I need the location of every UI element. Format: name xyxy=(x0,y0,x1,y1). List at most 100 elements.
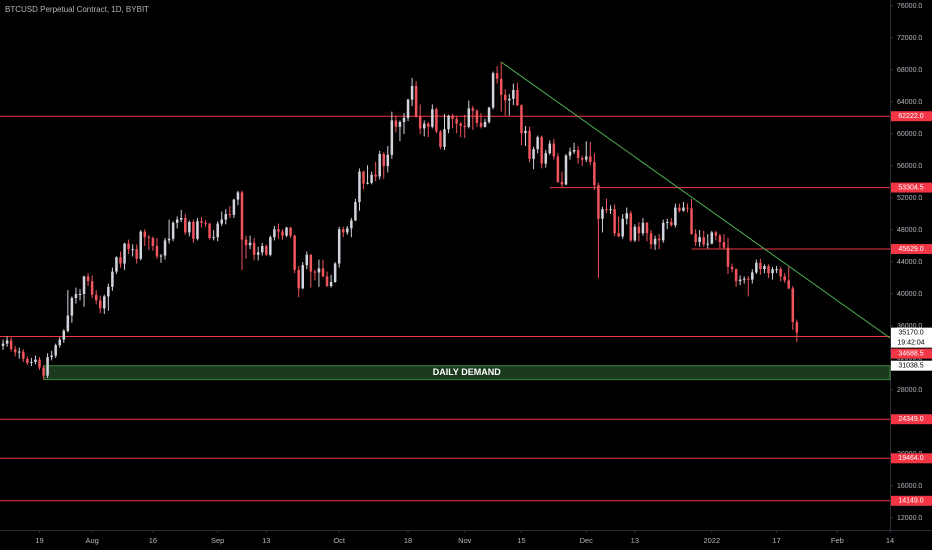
candle-body xyxy=(564,155,568,185)
candle-body xyxy=(111,271,114,287)
countdown-label: 19:42:04 xyxy=(897,339,924,346)
candle-body xyxy=(633,226,637,241)
level-price-label: 14149.0 xyxy=(898,498,923,505)
candle-body xyxy=(605,209,608,211)
x-tick-label: 17 xyxy=(772,536,780,545)
candle-body xyxy=(103,296,106,309)
candle-body xyxy=(609,209,612,211)
candle-body xyxy=(196,221,199,239)
level-price-label: 53304.5 xyxy=(898,184,923,191)
candle-body xyxy=(42,367,45,376)
candle-body xyxy=(682,207,685,211)
y-tick-label: 76000.0 xyxy=(897,3,922,10)
candle-body xyxy=(224,214,228,220)
y-tick-label: 28000.0 xyxy=(897,387,922,394)
level-price-box xyxy=(891,414,932,425)
candle-body xyxy=(552,143,556,157)
candle-body xyxy=(119,257,122,264)
candle-body xyxy=(147,237,151,239)
chart-title: BTCUSD Perpetual Contract, 1D, BYBIT xyxy=(5,5,149,14)
candle-body xyxy=(714,232,718,236)
candle-body xyxy=(398,122,402,127)
candle-body xyxy=(337,229,341,264)
candle-body xyxy=(273,229,276,238)
candle-body xyxy=(495,73,499,79)
candle-body xyxy=(544,153,548,164)
candle-body xyxy=(346,228,349,233)
candle-body xyxy=(459,123,462,126)
zone-price-box xyxy=(891,360,932,371)
candle-body xyxy=(524,130,527,134)
candle-body xyxy=(301,265,304,289)
candle-body xyxy=(228,214,232,215)
candle-body xyxy=(431,109,434,127)
candle-body xyxy=(34,359,37,362)
candle-body xyxy=(155,246,159,257)
candle-body xyxy=(601,209,604,219)
candle-body xyxy=(366,182,369,184)
candle-body xyxy=(139,231,142,259)
candle-body xyxy=(143,231,147,238)
candle-body xyxy=(192,222,195,239)
candle-body xyxy=(244,239,248,246)
candle-body xyxy=(54,345,57,356)
candle-body xyxy=(135,249,138,259)
candle-body xyxy=(540,137,543,164)
candle-body xyxy=(645,222,649,234)
candle-body xyxy=(771,269,774,274)
candle-body xyxy=(779,269,782,277)
level-price-box xyxy=(891,182,932,193)
candle-body xyxy=(787,280,791,289)
candle-body xyxy=(386,154,390,166)
x-tick-label: Aug xyxy=(85,536,98,545)
candle-body xyxy=(641,222,645,234)
x-tick-label: 2022 xyxy=(703,536,720,545)
candle-body xyxy=(568,151,572,156)
candle-body xyxy=(674,207,677,226)
candle-body xyxy=(123,243,126,264)
candle-body xyxy=(370,174,373,183)
candle-body xyxy=(451,115,454,119)
candle-body xyxy=(629,213,633,241)
x-tick-label: 15 xyxy=(517,536,525,545)
y-tick-label: 12000.0 xyxy=(897,515,922,522)
x-tick-label: 18 xyxy=(404,536,412,545)
candle-body xyxy=(13,349,17,353)
candle-body xyxy=(394,120,398,127)
candle-body xyxy=(265,246,268,255)
y-tick-label: 56000.0 xyxy=(897,163,922,170)
y-tick-label: 68000.0 xyxy=(897,67,922,74)
candle-body xyxy=(313,271,317,273)
x-tick-label: Nov xyxy=(458,536,472,545)
x-tick-label: 13 xyxy=(262,536,270,545)
candle-body xyxy=(151,238,155,246)
candle-body xyxy=(487,107,491,122)
candle-body xyxy=(297,270,300,289)
x-tick-label: Dec xyxy=(580,536,594,545)
candle-body xyxy=(694,234,697,242)
candle-body xyxy=(532,149,535,159)
candle-body xyxy=(690,208,693,234)
candle-body xyxy=(410,86,414,100)
candle-body xyxy=(256,252,260,255)
candle-body xyxy=(516,90,519,106)
y-tick-label: 52000.0 xyxy=(897,195,922,202)
candle-body xyxy=(718,235,722,242)
candle-body xyxy=(200,221,203,223)
candle-body xyxy=(204,222,207,224)
candle-body xyxy=(354,202,357,221)
candle-body xyxy=(597,185,600,219)
level-price-box xyxy=(891,495,932,506)
candle-body xyxy=(341,229,345,233)
candle-body xyxy=(22,351,25,359)
candle-body xyxy=(479,122,483,127)
candle-body xyxy=(167,238,171,241)
candle-body xyxy=(795,322,799,333)
y-tick-label: 48000.0 xyxy=(897,227,922,234)
candle-body xyxy=(503,94,507,101)
candle-body xyxy=(309,254,313,272)
candle-body xyxy=(78,294,82,295)
candle-body xyxy=(50,355,53,358)
demand-zone-label: DAILY DEMAND xyxy=(433,367,502,377)
